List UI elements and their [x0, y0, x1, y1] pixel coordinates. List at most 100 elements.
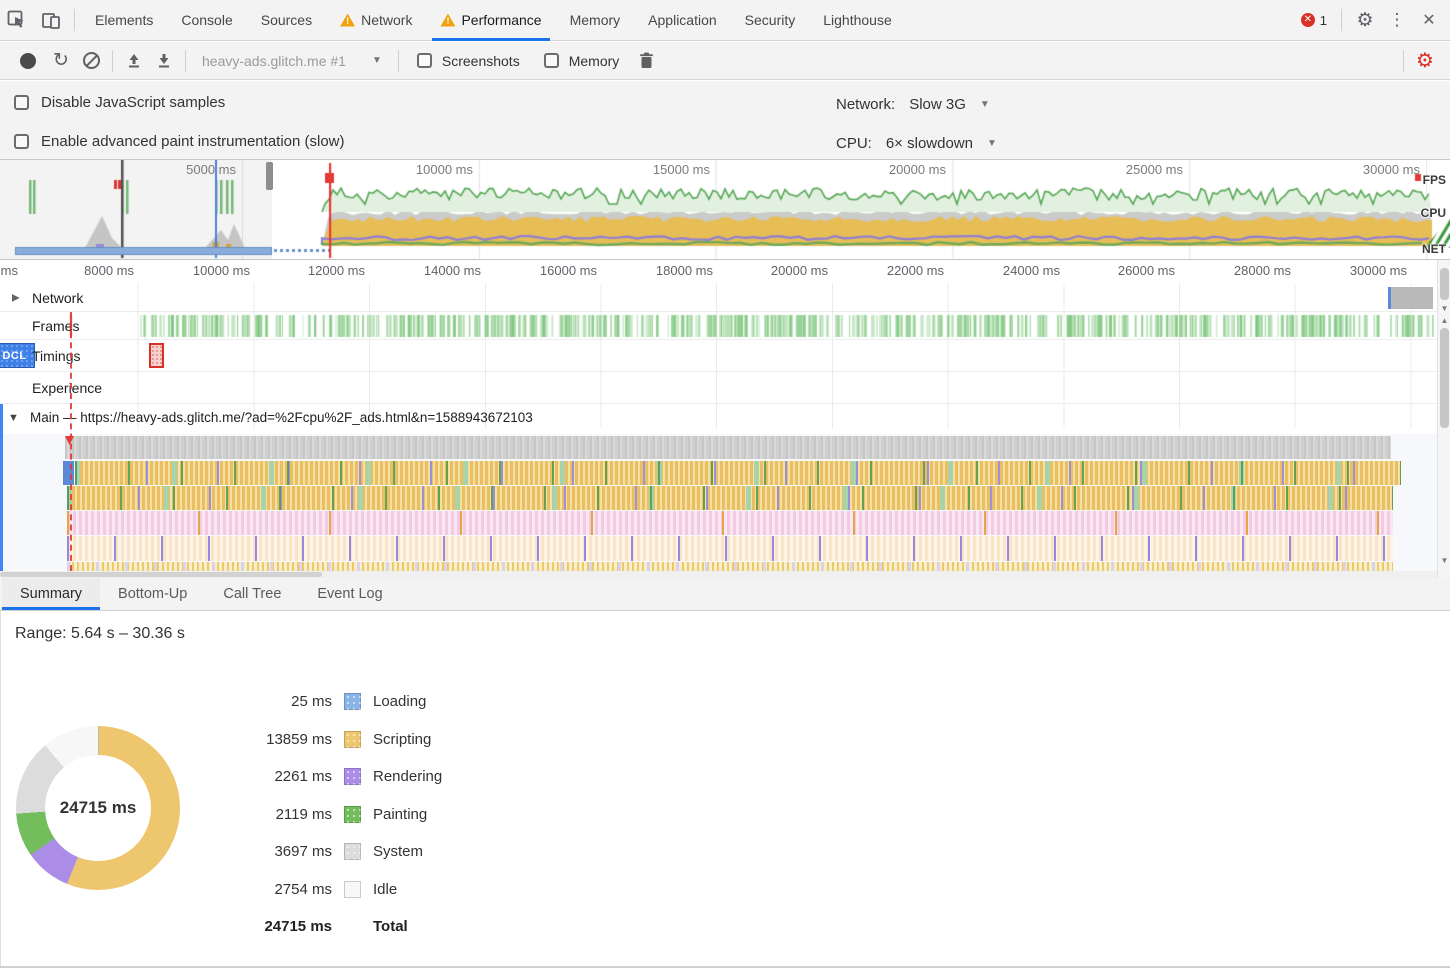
flame-row-4[interactable] [67, 536, 1393, 561]
close-icon[interactable]: ✕ [1422, 12, 1436, 29]
flame-row-3[interactable] [67, 511, 1393, 535]
garbage-collect-icon[interactable] [631, 46, 661, 76]
screenshots-checkbox-row[interactable]: Screenshots [405, 53, 532, 69]
clear-recording-icon[interactable] [76, 46, 106, 76]
scrollbar-thumb[interactable] [1440, 268, 1449, 300]
legend-row-idle: 2754 ms Idle [274, 880, 398, 898]
network-lane-row[interactable]: ▶ Network [0, 284, 1437, 312]
disable-js-samples-checkbox[interactable] [14, 95, 29, 110]
ruler-label: 14000 ms [423, 263, 481, 278]
legend-row-system: 3697 ms System [274, 843, 424, 861]
scrollbar-thumb[interactable] [1440, 328, 1449, 428]
overview-unselected-region[interactable] [0, 160, 272, 259]
rendering-swatch [344, 768, 361, 786]
experience-lane-row[interactable]: Experience [0, 372, 1437, 404]
device-toolbar-icon[interactable] [34, 6, 68, 34]
warning-icon: ! [440, 13, 456, 27]
scroll-up-icon[interactable]: ▲ [1440, 316, 1449, 325]
disable-js-samples-row[interactable]: Disable JavaScript samples [14, 94, 225, 111]
tab-performance[interactable]: ! Performance [426, 0, 555, 41]
flame-row-5[interactable] [67, 562, 1393, 571]
flame-script-row-1[interactable] [75, 461, 1401, 485]
expand-arrow-icon[interactable]: ▶ [12, 292, 20, 303]
legend-row-scripting: 13859 ms Scripting [266, 730, 432, 748]
flame-task-row[interactable] [65, 436, 1391, 459]
error-icon: ✕ [1300, 13, 1315, 27]
capture-settings-pane: Disable JavaScript samples Enable advanc… [0, 81, 1450, 160]
tab-call-tree[interactable]: Call Tree [223, 586, 282, 602]
marker-triangle [65, 436, 74, 445]
tab-lighthouse[interactable]: Lighthouse [823, 12, 892, 28]
horizontal-scrollbar-thumb[interactable] [0, 572, 322, 577]
ruler-label: ms [0, 263, 18, 278]
more-options-icon[interactable]: ⋮ [1388, 10, 1406, 29]
timings-lane-row[interactable]: DCL Timings [0, 340, 1437, 372]
main-thread-flamechart[interactable] [0, 434, 1437, 571]
recording-history-value: heavy-ads.glitch.me #1 [202, 52, 346, 69]
collapse-arrow-icon[interactable]: ▼ [8, 412, 19, 424]
paint-instrumentation-row[interactable]: Enable advanced paint instrumentation (s… [14, 133, 345, 150]
ruler-label: 20000 ms [770, 263, 828, 278]
tab-event-log[interactable]: Event Log [317, 586, 383, 602]
cpu-throttle-select[interactable]: CPU: 6× slowdown ▼ [836, 135, 997, 152]
tab-console[interactable]: Console [181, 12, 233, 28]
divider [1341, 9, 1342, 31]
timeline-flamechart-panel[interactable]: ms 8000 ms 10000 ms 12000 ms 14000 ms 16… [0, 260, 1450, 578]
frames-lane-row[interactable]: Frames [0, 312, 1437, 340]
flame-parse-block[interactable] [63, 461, 74, 485]
ruler-label: 30000 ms [1349, 263, 1407, 278]
loading-swatch [344, 693, 361, 711]
divider [185, 49, 186, 72]
ruler-label: 12000 ms [307, 263, 365, 278]
tab-application[interactable]: Application [648, 12, 717, 28]
reload-and-record-icon[interactable]: ↻ [53, 50, 69, 71]
timeline-overview[interactable]: 5000 ms 10000 ms 15000 ms 20000 ms 25000… [0, 160, 1450, 260]
range-text: Range: 5.64 s – 30.36 s [15, 625, 185, 642]
overview-left-drag-handle[interactable] [266, 162, 273, 190]
scroll-down-icon[interactable]: ▼ [1440, 556, 1449, 565]
recording-history-select[interactable]: heavy-ads.glitch.me #1 ▼ [192, 53, 392, 69]
tab-network[interactable]: ! Network [326, 0, 426, 41]
tab-summary[interactable]: Summary [2, 578, 101, 610]
error-badge[interactable]: ✕ 1 [1295, 13, 1333, 28]
tab-bottom-up[interactable]: Bottom-Up [118, 586, 188, 602]
save-profile-icon[interactable] [149, 46, 179, 76]
overview-chart-canvas[interactable] [0, 160, 1450, 259]
network-request-bar[interactable] [1388, 287, 1433, 309]
system-swatch [344, 843, 361, 861]
tab-security[interactable]: Security [744, 12, 796, 28]
scroll-down-icon[interactable]: ▼ [1440, 304, 1449, 313]
network-throttle-select[interactable]: Network: Slow 3G ▼ [836, 96, 990, 113]
capture-settings-gear-icon[interactable]: ⚙ [1416, 50, 1434, 72]
idle-swatch [344, 880, 361, 898]
inspect-element-icon[interactable] [0, 6, 34, 34]
window-bottom-edge [0, 966, 1450, 968]
dcl-marker-badge[interactable]: DCL [0, 343, 35, 368]
ruler-label: 8000 ms [84, 263, 134, 278]
divider [1403, 49, 1404, 72]
memory-checkbox-row[interactable]: Memory [532, 53, 632, 69]
vertical-scrollbar[interactable]: ▼ ▲ ▼ [1437, 260, 1450, 578]
horizontal-scrollbar[interactable] [0, 571, 1437, 578]
tab-elements[interactable]: Elements [95, 12, 154, 28]
screenshots-checkbox[interactable] [416, 53, 432, 68]
legend-row-loading: 25 ms Loading [291, 693, 427, 711]
frames-bars-canvas [0, 312, 1437, 340]
ruler-label: 18000 ms [655, 263, 713, 278]
main-thread-header[interactable]: ▼ Main — https://heavy-ads.glitch.me/?ad… [8, 410, 533, 425]
memory-checkbox[interactable] [543, 53, 559, 68]
timeline-gridlines [0, 284, 1437, 428]
load-profile-icon[interactable] [119, 46, 149, 76]
settings-gear-icon[interactable]: ⚙ [1356, 9, 1374, 31]
donut-total-label: 24715 ms [59, 798, 137, 817]
record-button[interactable] [20, 52, 36, 69]
legend-row-total: 24715 ms Total [264, 918, 408, 936]
lcp-marker-badge[interactable] [149, 343, 164, 368]
flame-script-row-2[interactable] [67, 486, 1393, 510]
tab-sources[interactable]: Sources [260, 12, 313, 28]
tab-memory[interactable]: Memory [569, 12, 621, 28]
details-tabbar: Summary Bottom-Up Call Tree Event Log [0, 578, 1450, 611]
paint-instrumentation-checkbox[interactable] [14, 134, 29, 149]
divider [112, 49, 113, 72]
